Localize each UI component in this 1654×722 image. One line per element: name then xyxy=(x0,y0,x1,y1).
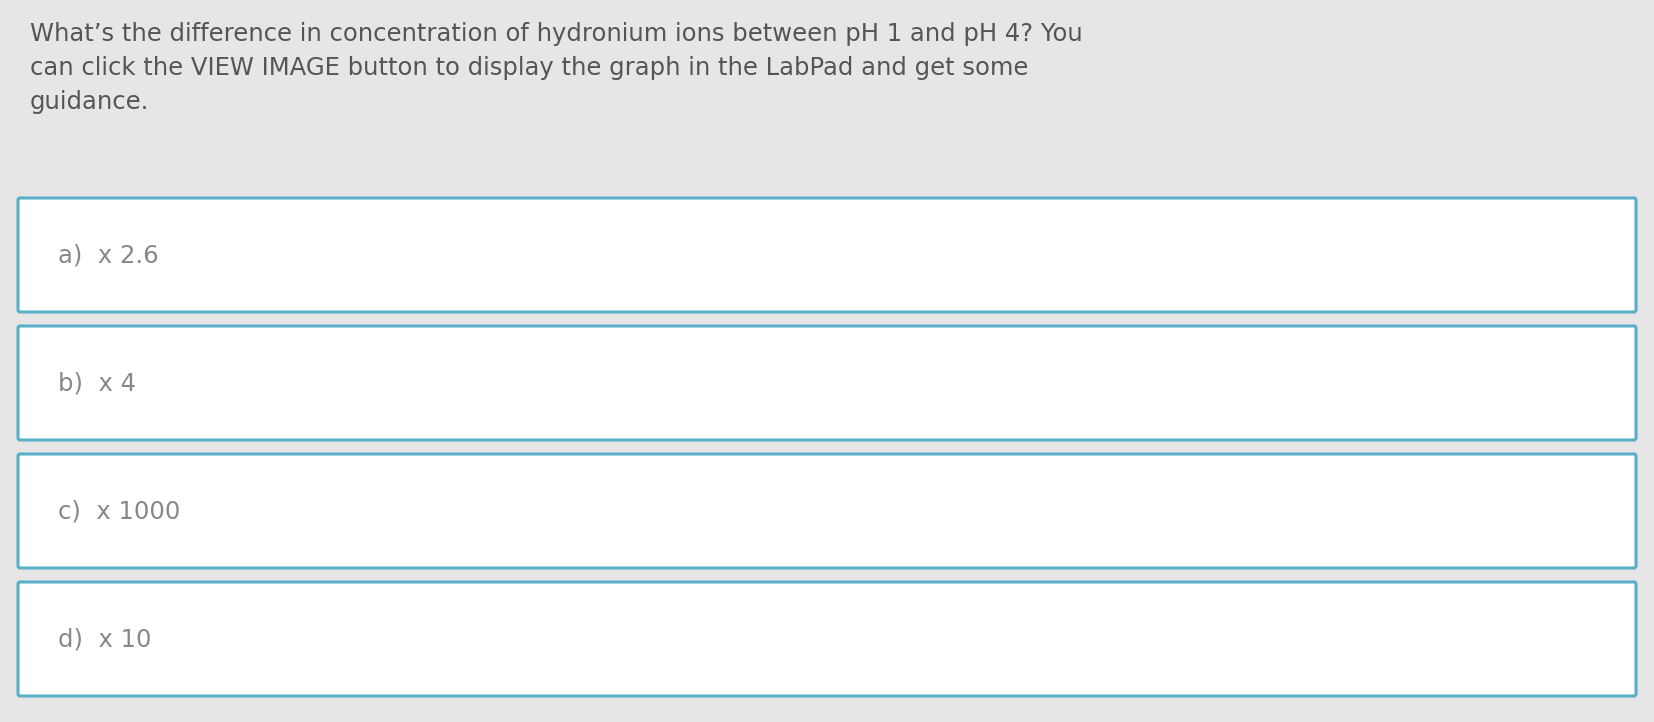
FancyBboxPatch shape xyxy=(18,326,1636,440)
FancyBboxPatch shape xyxy=(18,582,1636,696)
Text: What’s the difference in concentration of hydronium ions between pH 1 and pH 4? : What’s the difference in concentration o… xyxy=(30,22,1083,46)
Text: c)  x 1000: c) x 1000 xyxy=(58,499,180,523)
Text: d)  x 10: d) x 10 xyxy=(58,627,152,651)
FancyBboxPatch shape xyxy=(18,198,1636,312)
Text: a)  x 2.6: a) x 2.6 xyxy=(58,243,159,267)
Text: can click the VIEW IMAGE button to display the graph in the LabPad and get some: can click the VIEW IMAGE button to displ… xyxy=(30,56,1029,80)
FancyBboxPatch shape xyxy=(18,454,1636,568)
Text: b)  x 4: b) x 4 xyxy=(58,371,136,395)
Text: guidance.: guidance. xyxy=(30,90,149,114)
